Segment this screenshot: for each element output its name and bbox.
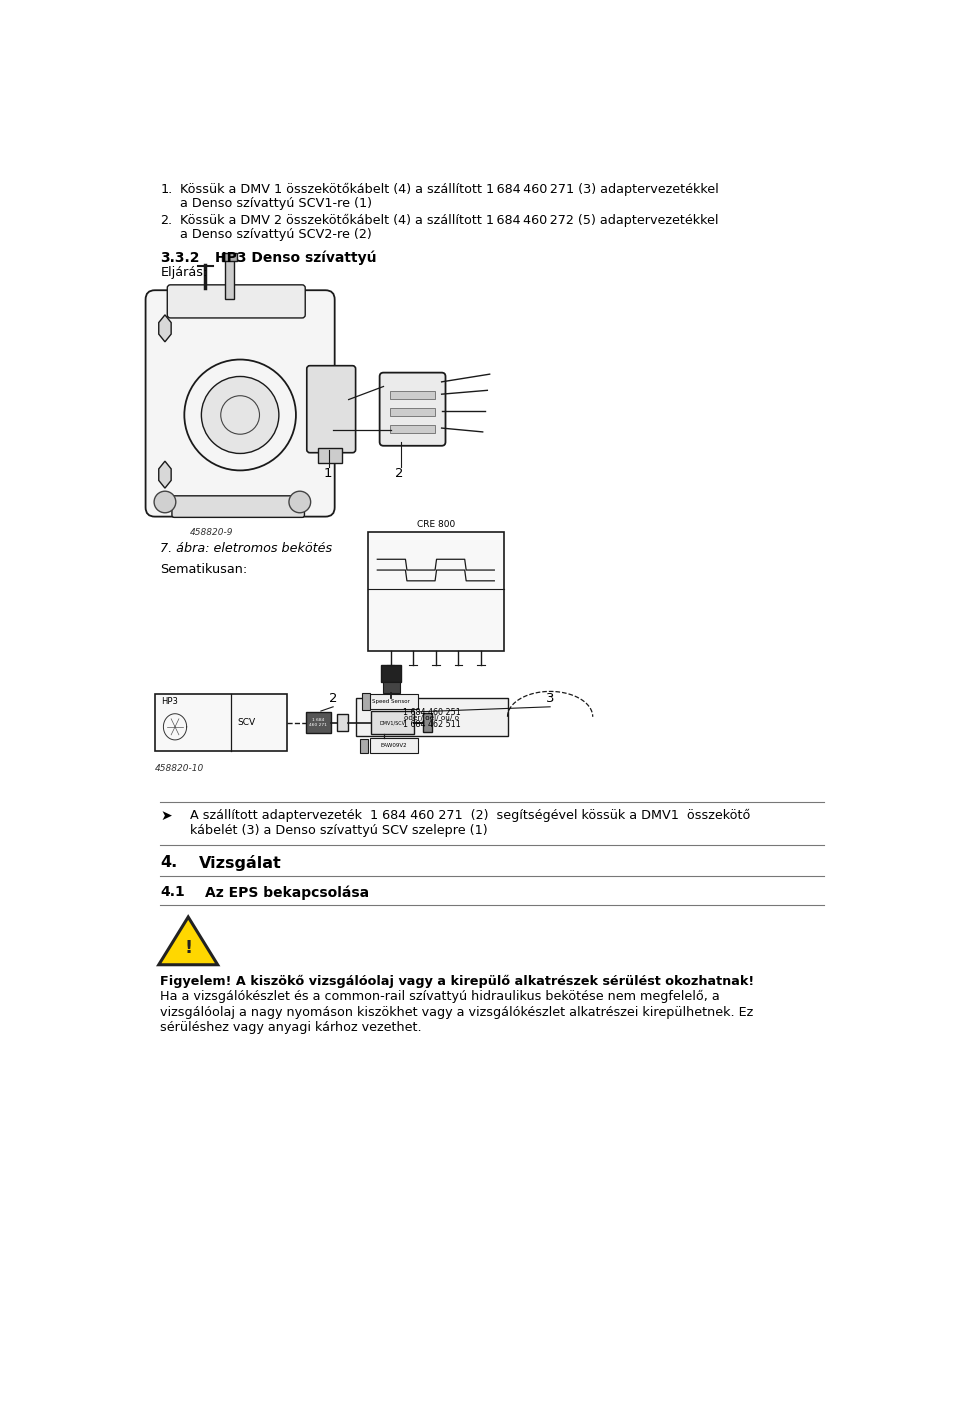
Text: Kössük a DMV 2 összekötőkábelt (4) a szállított 1 684 460 272 (5) adaptervezeték: Kössük a DMV 2 összekötőkábelt (4) a szá… [180,214,718,228]
Bar [356,698,508,736]
Polygon shape [158,461,171,488]
Bar [368,533,504,651]
Text: vizsgálóolaj a nagy nyomáson kiszökhet vagy a vizsgálókészlet alkatrészei kirepü: vizsgálóolaj a nagy nyomáson kiszökhet v… [160,1005,754,1018]
Text: EAW09V2: EAW09V2 [380,743,407,748]
Text: 3.3.2: 3.3.2 [160,251,200,265]
Text: ➤: ➤ [160,809,172,823]
Bar [318,449,343,463]
Bar [368,693,418,709]
Text: oder/ oel/ ou/ o: oder/ oel/ ou/ o [404,715,460,722]
Text: 7. ábra: eletromos bekötés: 7. ábra: eletromos bekötés [160,543,332,555]
FancyBboxPatch shape [172,496,304,517]
Text: 2: 2 [329,692,337,705]
Text: 1 684
460 271: 1 684 460 271 [309,718,327,726]
Bar [362,693,370,711]
Text: Figyelem! A kiszökő vizsgálóolaj vagy a kirepülő alkatrészek sérülést okozhatnak: Figyelem! A kiszökő vizsgálóolaj vagy a … [160,975,755,988]
Text: DMV1/SCV: DMV1/SCV [379,721,405,725]
Circle shape [289,491,311,513]
Text: Az EPS bekapcsolása: Az EPS bekapcsolása [205,886,370,900]
FancyBboxPatch shape [379,373,445,446]
Text: 2.: 2. [160,214,173,226]
FancyBboxPatch shape [146,290,335,517]
Text: Kössük a DMV 1 összekötőkábelt (4) a szállított 1 684 460 271 (3) adaptervezeték: Kössük a DMV 1 összekötőkábelt (4) a szá… [180,184,718,197]
Text: A szállított adaptervezeték  1 684 460 271  (2)  segítségével kössük a DMV1  öss: A szállított adaptervezeték 1 684 460 27… [190,809,750,822]
Text: a Denso szívattyú SCV1-re (1): a Denso szívattyú SCV1-re (1) [180,197,372,211]
Bar [423,713,432,732]
Text: 2: 2 [396,467,403,480]
Polygon shape [158,315,171,342]
Bar [306,712,331,733]
Text: 4.1: 4.1 [160,886,185,900]
Bar [222,253,237,261]
Text: 1 684 460 251: 1 684 460 251 [403,708,461,716]
Bar [155,693,287,752]
Polygon shape [158,917,218,964]
Text: Vizsgálat: Vizsgálat [199,854,282,870]
Text: kábelét (3) a Denso szívattyú SCV szelepre (1): kábelét (3) a Denso szívattyú SCV szelep… [190,824,488,837]
Text: HP3 Denso szívattyú: HP3 Denso szívattyú [214,251,376,265]
Text: SCV: SCV [237,718,255,728]
Text: Speed Sensor: Speed Sensor [372,699,410,705]
Bar [390,409,435,416]
Text: 1: 1 [324,467,332,480]
Text: !: ! [184,938,192,957]
FancyBboxPatch shape [307,366,355,453]
Bar [390,424,435,433]
Text: 4.: 4. [160,854,178,870]
Text: 458820-10: 458820-10 [155,763,204,773]
Text: sérüléshez vagy anyagi kárhoz vezethet.: sérüléshez vagy anyagi kárhoz vezethet. [160,1021,422,1034]
Text: HP3: HP3 [161,696,178,706]
Text: 3: 3 [546,692,554,705]
Text: CRE 800: CRE 800 [417,520,455,528]
Bar [360,739,368,753]
Bar [337,713,348,731]
Bar [225,258,234,299]
Text: 1 684 462 511: 1 684 462 511 [403,721,461,729]
Text: a Denso szívattyú SCV2-re (2): a Denso szívattyú SCV2-re (2) [180,228,372,241]
Bar [380,665,400,682]
Text: Eljárás:: Eljárás: [160,266,207,279]
Text: 1.: 1. [160,184,173,197]
Bar [372,711,414,735]
Text: Ha a vizsgálókészlet és a common-rail szívattyú hidraulikus bekötése nem megfele: Ha a vizsgálókészlet és a common-rail sz… [160,990,720,1004]
Text: Sematikusan:: Sematikusan: [160,562,248,575]
Bar [370,738,418,753]
Bar [390,392,435,399]
FancyBboxPatch shape [167,285,305,318]
Bar [383,682,400,693]
Circle shape [202,376,278,453]
Circle shape [155,491,176,513]
Text: 458820-9: 458820-9 [190,528,233,537]
